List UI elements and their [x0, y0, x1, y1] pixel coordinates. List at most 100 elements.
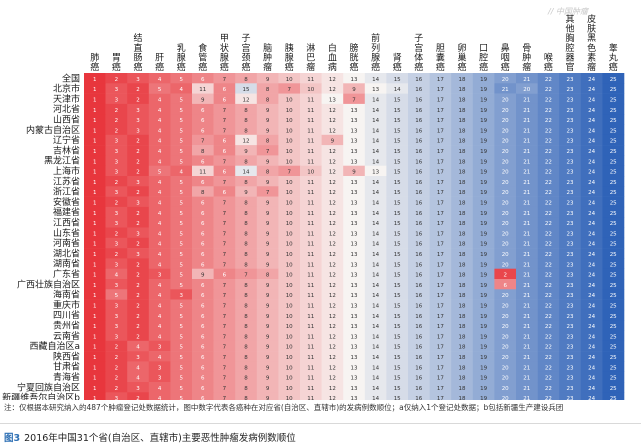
heatmap-cell — [192, 382, 214, 393]
cell-value: 19 — [480, 128, 487, 134]
heatmap-cell — [148, 176, 171, 187]
cell-value: 23 — [567, 77, 574, 83]
heatmap-cell — [213, 392, 236, 400]
cell-value: 11 — [307, 98, 314, 104]
cell-value: 5 — [179, 159, 183, 165]
heatmap-cell — [386, 145, 409, 156]
heatmap-cell — [192, 186, 214, 197]
heatmap-cell — [559, 330, 582, 342]
heatmap-cell — [170, 196, 193, 208]
cell-value: 21 — [502, 87, 509, 93]
heatmap-cell — [256, 299, 279, 311]
heatmap-cell — [516, 237, 538, 249]
heatmap-cell — [213, 165, 236, 177]
heatmap-cell — [213, 83, 236, 94]
heatmap-cell — [386, 279, 409, 290]
heatmap-cell — [516, 289, 538, 300]
heatmap-cell — [192, 279, 214, 290]
heatmap-cell — [127, 392, 150, 400]
heatmap-cell — [278, 330, 301, 342]
heatmap-cell — [192, 351, 214, 362]
cell-value: 12 — [243, 98, 250, 104]
cell-value: 15 — [394, 139, 401, 145]
cell-value: 15 — [394, 386, 401, 392]
heatmap-cell — [343, 279, 366, 290]
heatmap-cell — [300, 186, 322, 197]
heatmap-cell — [321, 351, 344, 362]
cell-value: 14 — [372, 324, 379, 330]
heatmap-cell — [429, 134, 452, 146]
cell-value: 12 — [243, 139, 250, 145]
heatmap-cell — [580, 176, 603, 187]
cell-value: 9 — [201, 273, 205, 279]
cell-value: 14 — [372, 376, 379, 382]
cell-value: 22 — [545, 386, 552, 392]
heatmap-cell — [602, 258, 625, 269]
cell-value: 3 — [115, 149, 119, 155]
heatmap-cell — [127, 248, 150, 259]
heatmap-cell — [170, 124, 193, 136]
cell-value: 5 — [179, 376, 183, 382]
heatmap-cell — [559, 134, 582, 146]
cell-value: 16 — [415, 386, 422, 392]
cell-value: 12 — [329, 159, 336, 165]
heatmap-cell — [343, 382, 366, 393]
cell-value: 14 — [372, 314, 379, 320]
heatmap-cell — [105, 227, 128, 239]
heatmap-cell — [408, 289, 430, 300]
cell-value: 23 — [567, 159, 574, 165]
cell-value: 10 — [307, 170, 314, 176]
cell-value: 11 — [307, 365, 314, 371]
cell-value: 2 — [136, 221, 140, 227]
heatmap-cell — [170, 309, 193, 321]
heatmap-cell — [213, 103, 236, 115]
heatmap-cell — [386, 289, 409, 300]
heatmap-cell — [105, 309, 128, 321]
cell-value: 11 — [307, 355, 314, 361]
heatmap-cell — [602, 309, 625, 321]
cell-value: 23 — [567, 314, 574, 320]
heatmap-cell — [516, 114, 538, 125]
cell-value: 1 — [93, 231, 97, 237]
heatmap-cell — [429, 93, 452, 105]
cell-value: 23 — [567, 98, 574, 104]
cell-value: 1 — [93, 180, 97, 186]
heatmap-cell — [429, 227, 452, 239]
heatmap-cell — [602, 268, 625, 280]
heatmap-cell — [170, 176, 193, 187]
cell-value: 6 — [223, 98, 227, 104]
row-label: 全国 — [62, 72, 80, 84]
cell-value: 25 — [610, 324, 617, 330]
cell-value: 7 — [223, 108, 227, 114]
cell-value: 14 — [372, 190, 379, 196]
heatmap-cell — [192, 176, 214, 187]
heatmap-cell — [235, 155, 258, 166]
cell-value: 25 — [610, 252, 617, 258]
heatmap-cell — [213, 237, 236, 249]
heatmap-cell — [105, 206, 128, 218]
heatmap-cell — [256, 330, 279, 342]
cell-value: 19 — [480, 304, 487, 310]
cell-value: 7 — [223, 221, 227, 227]
cell-value: 4 — [158, 231, 162, 237]
heatmap-cell — [84, 217, 106, 228]
heatmap-cell — [386, 351, 409, 362]
cell-value: 11 — [307, 159, 314, 165]
heatmap-cell — [148, 165, 171, 177]
cell-value: 16 — [415, 77, 422, 83]
heatmap-cell — [343, 176, 366, 187]
heatmap-cell — [127, 196, 150, 208]
heatmap-cell — [256, 382, 279, 393]
heatmap-cell — [235, 248, 258, 259]
cell-value: 17 — [437, 180, 444, 186]
heatmap-cell — [343, 155, 366, 166]
cell-value: 7 — [223, 396, 227, 400]
cell-value: 3 — [115, 242, 119, 248]
heatmap-cell — [580, 330, 603, 342]
cell-value: 24 — [588, 376, 595, 382]
cell-value: 6 — [201, 396, 205, 400]
heatmap-cell — [429, 299, 452, 311]
cell-value: 16 — [415, 98, 422, 104]
heatmap-cell — [472, 392, 495, 400]
heatmap-cell — [278, 392, 301, 400]
